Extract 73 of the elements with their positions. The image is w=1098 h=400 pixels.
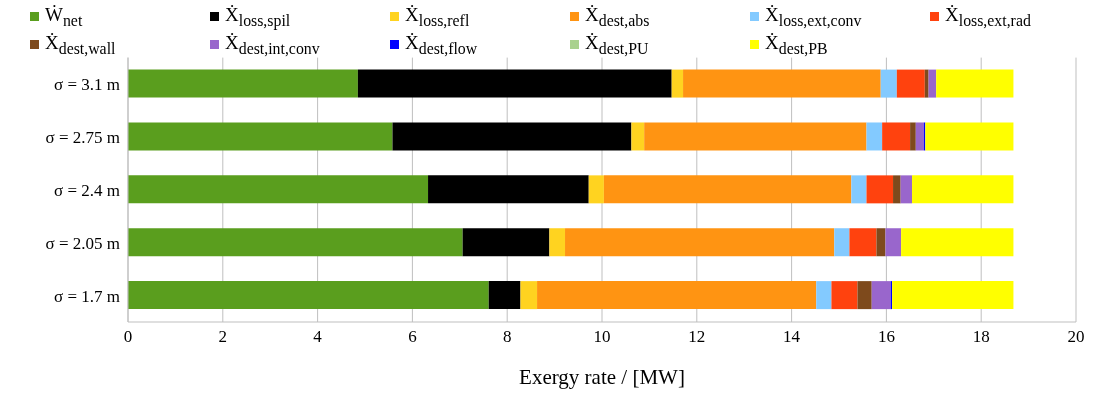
- bar: [936, 69, 1014, 98]
- x-tick-label: 4: [313, 327, 323, 347]
- bar: [392, 122, 632, 151]
- bar: [915, 122, 924, 151]
- y-tick-label: σ = 2.4 m: [54, 180, 120, 200]
- legend-label: Ẋ$_{dest,int,conv}$: [225, 31, 320, 58]
- bar: [603, 175, 852, 204]
- bar: [537, 281, 817, 310]
- bar: [851, 175, 867, 204]
- legend-label: Ẋ$_{dest,PB}$: [765, 31, 828, 58]
- bar: [893, 175, 901, 204]
- bar: [871, 281, 891, 310]
- bar: [882, 122, 911, 151]
- bar: [896, 69, 925, 98]
- bar: [924, 69, 929, 98]
- bar: [866, 175, 894, 204]
- legend-label: Ẋ$_{dest,wall}$: [45, 31, 116, 58]
- bar: [128, 175, 429, 204]
- x-tick-label: 0: [123, 327, 133, 347]
- bar: [892, 281, 1014, 310]
- bar: [128, 228, 463, 257]
- legend-label: Ẋ$_{dest,PU}$: [585, 31, 649, 58]
- legend-label: Ẋ$_{dest,flow}$: [405, 31, 478, 58]
- legend-label: Ẋ$_{loss,ext,rad}$: [945, 4, 1031, 30]
- legend-label: Ẋ$_{loss,spil}$: [225, 4, 291, 30]
- y-tick-label: σ = 1.7 m: [54, 286, 120, 306]
- bar: [912, 175, 1014, 204]
- bar: [900, 175, 912, 204]
- bar: [462, 228, 550, 257]
- bar: [816, 281, 832, 310]
- bar: [925, 122, 1014, 151]
- y-tick-label: σ = 2.05 m: [45, 233, 120, 253]
- bar: [876, 228, 886, 257]
- y-tick-label: σ = 2.75 m: [45, 127, 120, 147]
- bar: [928, 69, 937, 98]
- bar: [885, 228, 902, 257]
- bar: [880, 69, 897, 98]
- bar: [849, 228, 877, 257]
- bar: [488, 281, 521, 310]
- x-tick-label: 8: [502, 327, 512, 347]
- bar: [866, 122, 883, 151]
- x-tick-label: 2: [218, 327, 228, 347]
- bar: [831, 281, 858, 310]
- bar: [520, 281, 538, 310]
- legend-label: Ẋ$_{dest,abs}$: [585, 4, 650, 30]
- legend-label: Ẇ$_{net}$: [45, 4, 83, 30]
- bar: [128, 69, 358, 98]
- bar: [565, 228, 835, 257]
- bar: [588, 175, 604, 204]
- x-axis-title: Exergy rate / [MW]: [519, 365, 685, 389]
- bar: [644, 122, 867, 151]
- bar: [428, 175, 589, 204]
- bar: [857, 281, 872, 310]
- bar: [357, 69, 672, 98]
- bar: [631, 122, 645, 151]
- bar: [128, 281, 489, 310]
- bar: [128, 122, 393, 151]
- x-tick-label: 18: [972, 327, 990, 347]
- bar: [671, 69, 684, 98]
- x-tick-label: 14: [783, 327, 801, 347]
- legend-label: Ẋ$_{loss,refl}$: [405, 4, 470, 30]
- y-tick-label: σ = 3.1 m: [54, 75, 120, 95]
- bar: [910, 122, 916, 151]
- x-tick-label: 20: [1067, 327, 1085, 347]
- bar: [901, 228, 1014, 257]
- bar: [549, 228, 566, 257]
- bar: [834, 228, 850, 257]
- legend-label: Ẋ$_{loss,ext,conv}$: [765, 4, 862, 30]
- x-tick-label: 16: [877, 327, 895, 347]
- x-tick-label: 6: [408, 327, 417, 347]
- bar: [683, 69, 881, 98]
- x-tick-label: 10: [593, 327, 611, 347]
- x-tick-label: 12: [688, 327, 706, 347]
